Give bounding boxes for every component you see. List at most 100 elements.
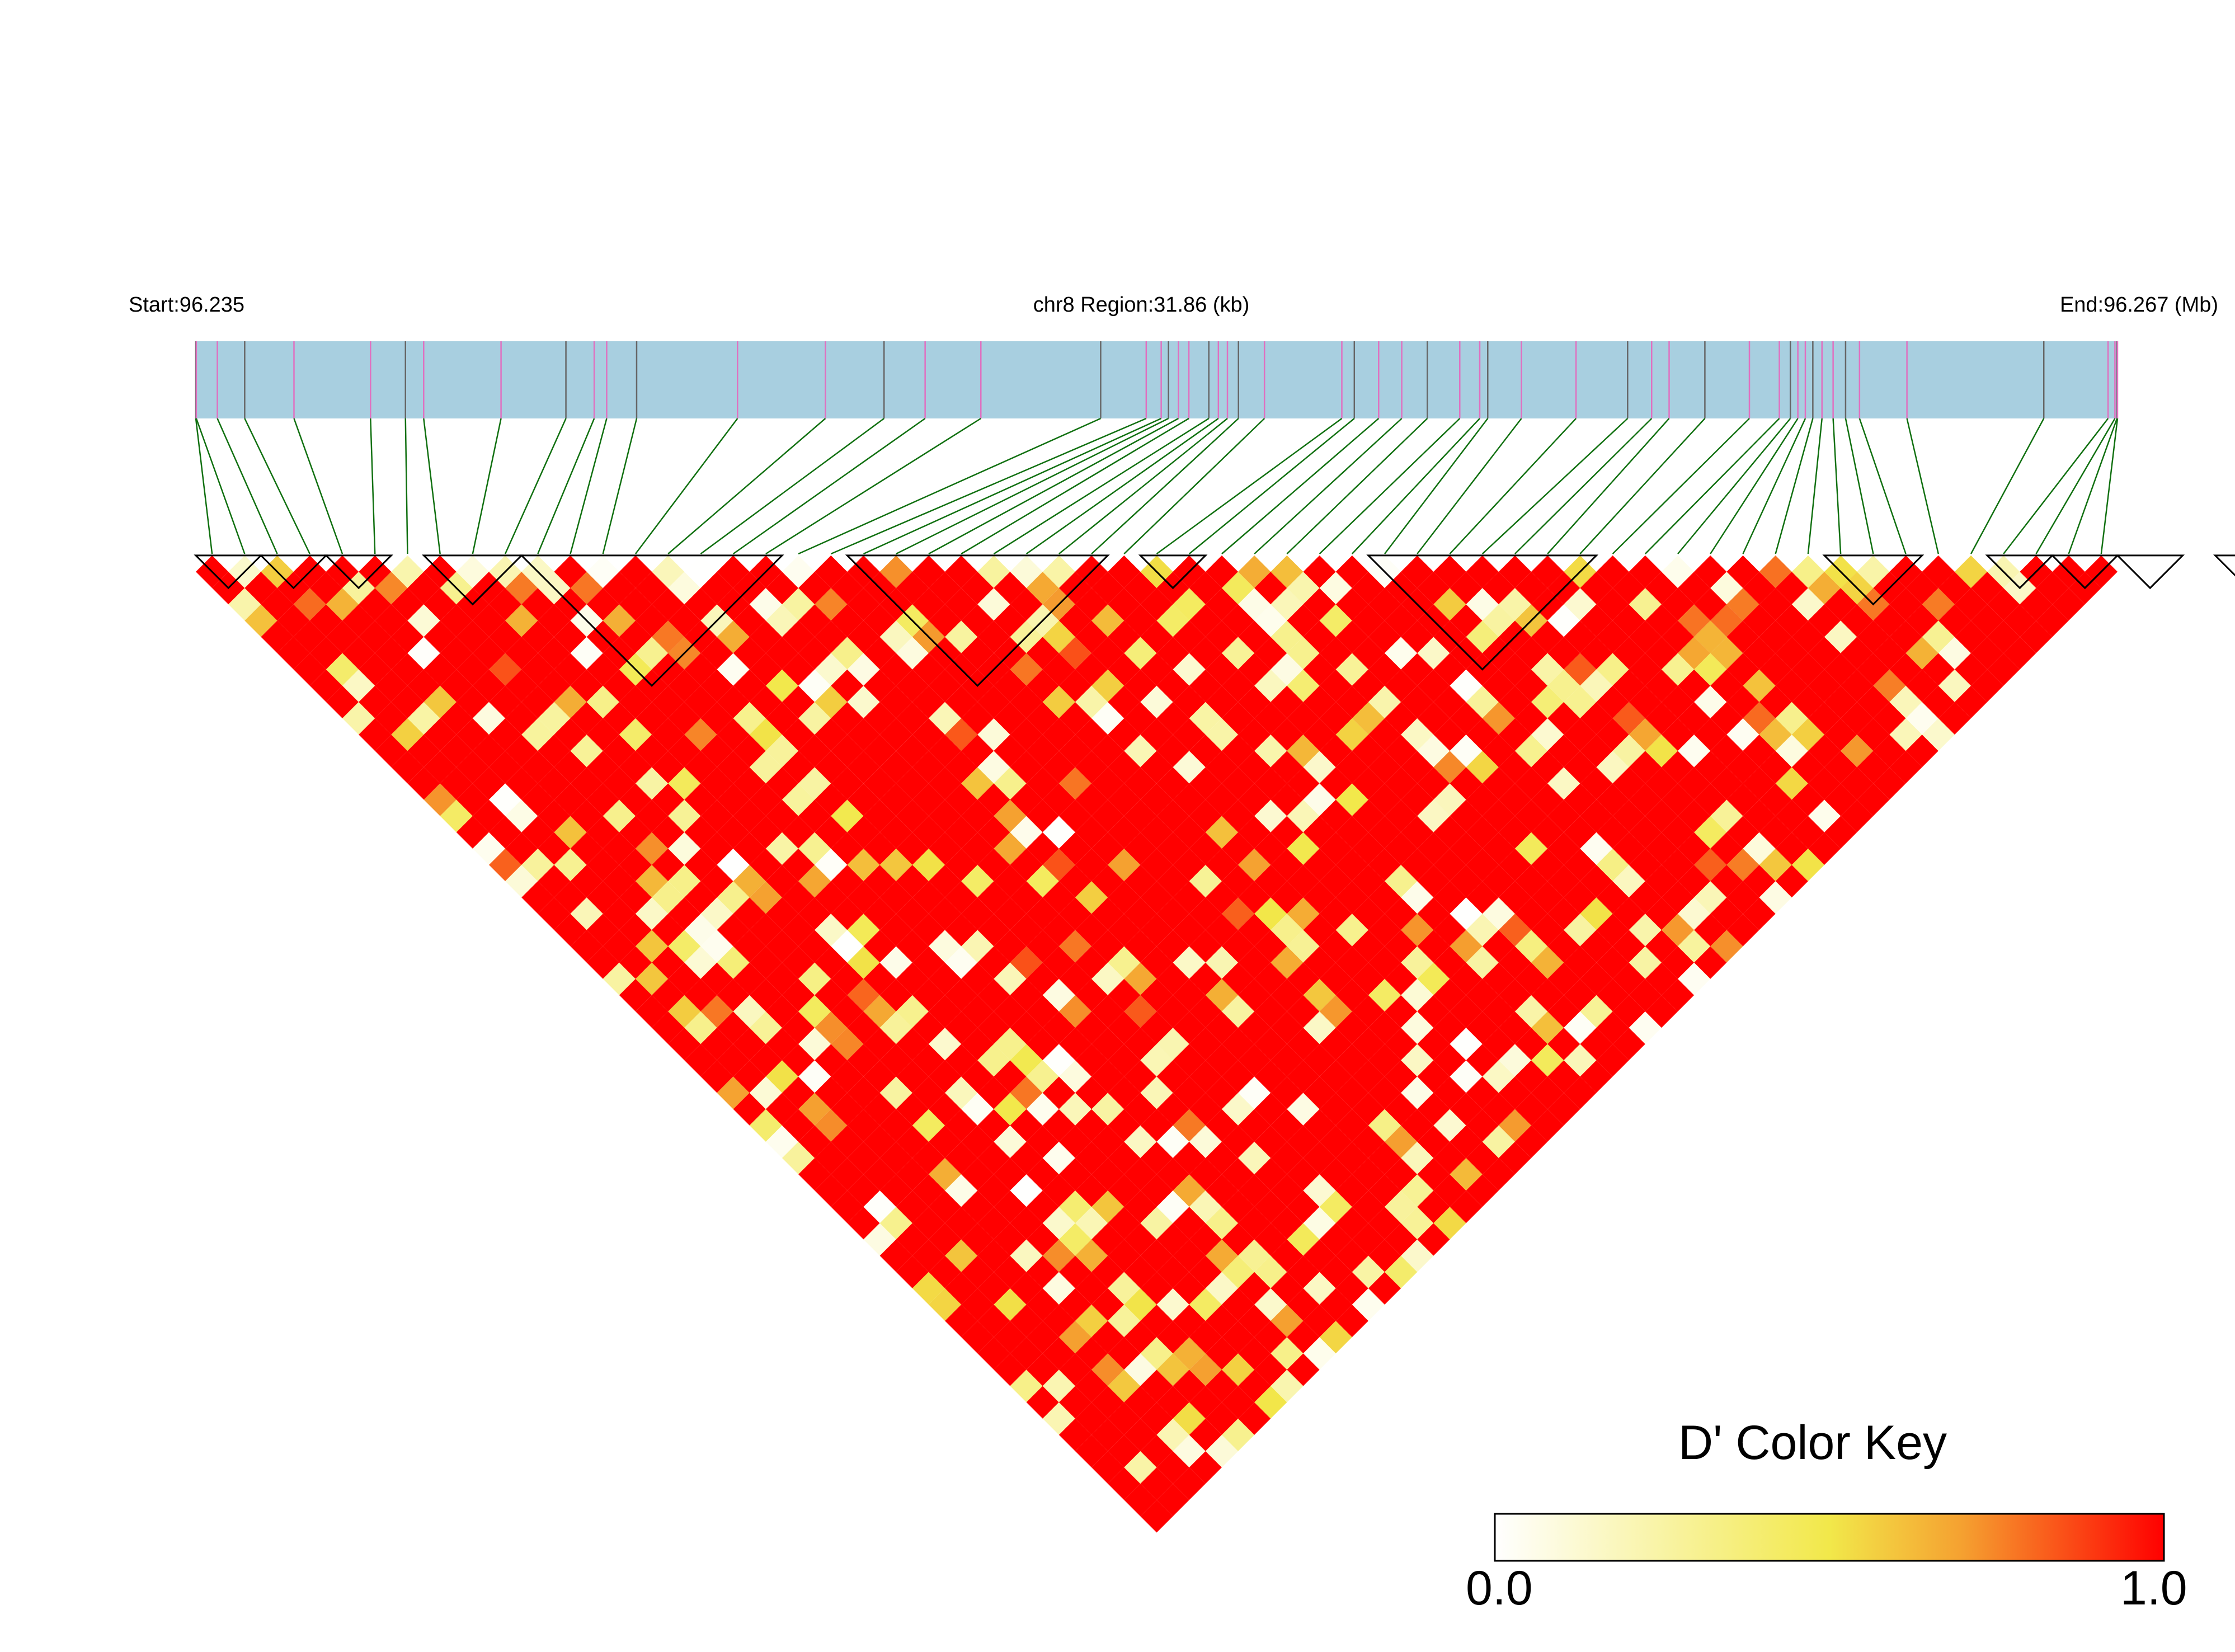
ld-cell	[1140, 1369, 1173, 1402]
ld-cell	[1401, 620, 1434, 653]
ld-cell	[1238, 718, 1271, 751]
ld-cell	[1629, 588, 1662, 621]
ld-cell	[1596, 783, 1629, 816]
ld-cell	[1596, 1044, 1629, 1077]
ld-cell	[440, 604, 473, 637]
ld-cell	[733, 864, 766, 898]
ld-cell	[994, 669, 1027, 702]
ld-cell	[1140, 783, 1173, 816]
ld-cell	[554, 881, 587, 914]
ld-cell	[1580, 1028, 1613, 1061]
snp-connector-line	[634, 418, 738, 554]
ld-cell	[1303, 978, 1336, 1011]
ld-cell	[1026, 1386, 1059, 1419]
ld-cell	[472, 735, 506, 768]
ld-cell	[2020, 620, 2053, 653]
ld-cell	[1905, 702, 1938, 735]
ld-cell	[668, 930, 701, 963]
ld-cell	[635, 962, 669, 995]
ld-cell	[961, 1288, 994, 1321]
ld-cell	[1759, 848, 1792, 882]
ld-cell	[1385, 930, 1418, 963]
ld-cell	[1205, 653, 1239, 686]
ld-cell	[1564, 881, 1597, 914]
ld-cell	[1417, 1223, 1450, 1256]
ld-cell	[1385, 1190, 1418, 1223]
ld-cell	[309, 637, 342, 670]
ld-cell	[1368, 685, 1401, 718]
ld-cell	[1645, 702, 1678, 735]
ld-cell	[1564, 620, 1597, 653]
ld-cell	[1091, 1451, 1124, 1484]
ld-cell	[1824, 620, 1857, 653]
ld-cell	[961, 962, 994, 995]
ld-cell	[1254, 864, 1287, 898]
ld-cell	[570, 930, 603, 963]
snp-connector-line	[1742, 418, 1806, 554]
ld-cell	[1514, 669, 1548, 702]
ld-cell	[1042, 1337, 1075, 1370]
ld-cell	[1433, 1011, 1466, 1044]
snp-connector-line	[244, 418, 310, 554]
ld-cell	[293, 620, 326, 653]
ld-cell	[1173, 751, 1206, 784]
ld-cell	[635, 735, 669, 768]
ld-cell	[994, 572, 1027, 605]
ld-cell	[831, 832, 864, 865]
ld-cell	[472, 604, 506, 637]
ld-cell	[488, 653, 522, 686]
ld-cell	[928, 832, 962, 865]
ld-cell	[831, 1060, 864, 1093]
ld-cell	[1791, 555, 1825, 589]
ld-cell	[798, 1028, 831, 1061]
ld-cell	[928, 995, 962, 1028]
ld-cell	[1987, 588, 2020, 621]
ld-cell	[1173, 1304, 1206, 1338]
ld-cell	[1385, 767, 1418, 800]
ld-cell	[1905, 735, 1938, 768]
ld-cell	[554, 816, 587, 849]
ld-cell	[1335, 848, 1368, 882]
ld-cell	[1385, 1125, 1418, 1158]
ld-cell	[1450, 669, 1483, 702]
ld-cell	[472, 702, 506, 735]
snp-connector-line	[1254, 418, 1403, 554]
ld-cell	[1042, 1141, 1075, 1175]
ld-cell	[928, 1190, 962, 1223]
ld-cell	[1254, 1190, 1287, 1223]
ld-cell	[1922, 555, 1955, 589]
ld-cell	[1694, 620, 1727, 653]
ld-block-outline	[1138, 554, 1208, 590]
ld-cell	[1531, 1076, 1564, 1109]
ld-cell	[1514, 897, 1548, 930]
ld-cell	[1026, 637, 1059, 670]
ld-cell	[1857, 555, 1890, 589]
ld-cell	[1124, 1157, 1157, 1191]
ld-cell	[554, 783, 587, 816]
ld-cell	[1173, 1434, 1206, 1468]
ld-cell	[668, 995, 701, 1028]
ld-cell	[1058, 1223, 1092, 1256]
ld-cell	[1726, 816, 1759, 849]
ld-cell	[831, 930, 864, 963]
ld-cell	[1498, 783, 1532, 816]
ld-cell	[1221, 1321, 1255, 1354]
ld-cell	[603, 702, 636, 735]
ld-cell	[1531, 783, 1564, 816]
ld-cell	[1335, 1239, 1368, 1272]
ld-cell	[1450, 799, 1483, 832]
ld-cell	[1205, 588, 1239, 621]
ld-cell	[1026, 735, 1059, 768]
ld-cell	[896, 767, 929, 800]
ld-cell	[1140, 1141, 1173, 1175]
ld-cell	[994, 1288, 1027, 1321]
ld-cell	[1303, 1011, 1336, 1044]
ld-cell	[1287, 1125, 1320, 1158]
ld-cell	[798, 962, 831, 995]
ld-cell	[1841, 799, 1874, 832]
ld-cell	[1058, 1093, 1092, 1126]
ld-cell	[1710, 604, 1743, 637]
ld-cell	[1954, 588, 1988, 621]
ld-cell	[1564, 1011, 1597, 1044]
ld-cell	[1971, 669, 2004, 702]
